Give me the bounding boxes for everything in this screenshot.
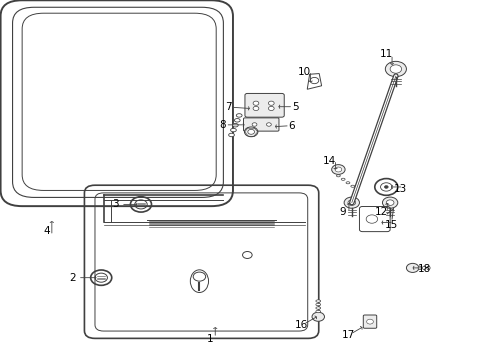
Circle shape: [382, 197, 397, 208]
Circle shape: [406, 264, 418, 273]
Circle shape: [268, 101, 274, 105]
Ellipse shape: [315, 307, 320, 309]
Circle shape: [344, 197, 359, 208]
Circle shape: [253, 101, 258, 105]
Ellipse shape: [315, 300, 320, 302]
Text: 8: 8: [219, 120, 225, 130]
Text: 14: 14: [323, 156, 336, 166]
Text: 3: 3: [112, 199, 119, 210]
Circle shape: [347, 200, 355, 206]
Ellipse shape: [230, 128, 236, 132]
Ellipse shape: [236, 114, 242, 117]
Circle shape: [389, 65, 401, 73]
Ellipse shape: [426, 266, 429, 270]
Ellipse shape: [341, 178, 345, 180]
Text: 9: 9: [339, 207, 346, 217]
Ellipse shape: [315, 310, 320, 313]
Circle shape: [384, 185, 387, 188]
Circle shape: [266, 123, 271, 126]
Ellipse shape: [336, 175, 340, 177]
Circle shape: [244, 127, 257, 137]
Circle shape: [366, 319, 373, 324]
Text: 6: 6: [288, 121, 295, 131]
Ellipse shape: [234, 118, 240, 122]
Text: 2: 2: [69, 273, 76, 283]
Ellipse shape: [228, 133, 234, 137]
Text: 13: 13: [393, 184, 407, 194]
Text: 15: 15: [384, 220, 397, 230]
Ellipse shape: [422, 266, 425, 270]
Text: 16: 16: [294, 320, 307, 330]
Text: 10: 10: [298, 67, 311, 77]
Ellipse shape: [315, 303, 320, 306]
Circle shape: [386, 200, 393, 206]
FancyBboxPatch shape: [243, 118, 278, 131]
Ellipse shape: [232, 123, 238, 127]
Text: 4: 4: [43, 226, 50, 235]
Circle shape: [331, 165, 345, 174]
Ellipse shape: [346, 182, 349, 184]
Text: 7: 7: [224, 102, 231, 112]
FancyBboxPatch shape: [244, 94, 284, 117]
Circle shape: [268, 106, 274, 111]
Circle shape: [311, 312, 324, 321]
Text: 11: 11: [379, 49, 392, 59]
Circle shape: [247, 129, 254, 134]
Circle shape: [252, 123, 256, 126]
Circle shape: [385, 61, 406, 77]
Text: 1: 1: [206, 334, 213, 344]
Text: 18: 18: [417, 264, 430, 274]
Text: 5: 5: [291, 102, 298, 112]
Circle shape: [253, 106, 258, 111]
Circle shape: [334, 167, 341, 172]
Text: 12: 12: [374, 207, 387, 217]
Ellipse shape: [350, 185, 354, 187]
Ellipse shape: [417, 266, 421, 270]
Text: 17: 17: [341, 330, 354, 340]
FancyBboxPatch shape: [363, 315, 376, 328]
